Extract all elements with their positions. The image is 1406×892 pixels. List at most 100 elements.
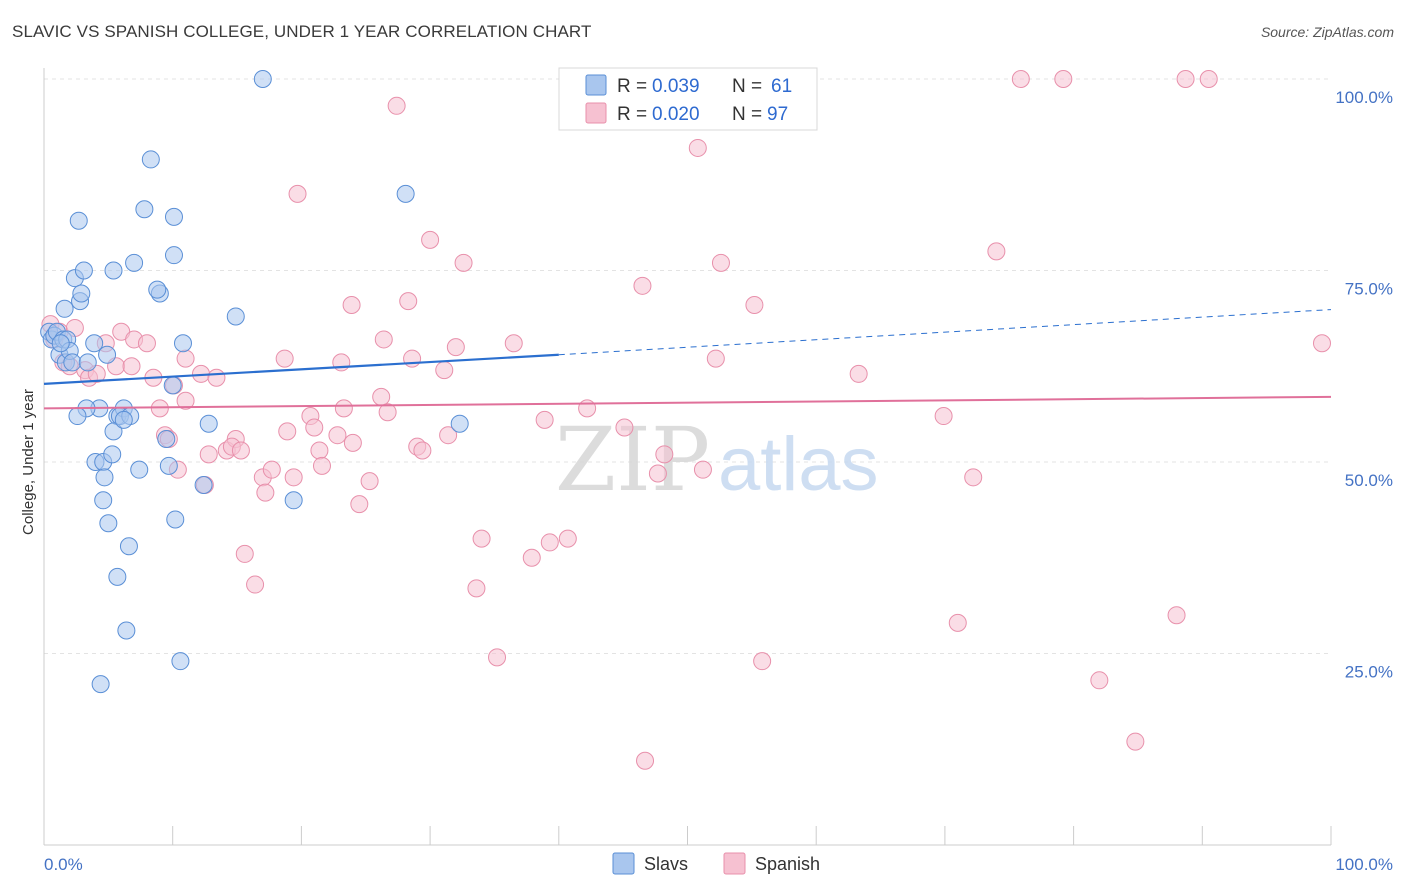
slavs-point-50 xyxy=(148,280,167,299)
spanish-point-39 xyxy=(305,418,324,437)
slavs-point-10 xyxy=(55,299,74,318)
spanish-point-54 xyxy=(403,349,422,368)
bottom-legend-spanish-swatch xyxy=(723,852,746,875)
slavs-point-37 xyxy=(141,150,160,169)
spanish-point-67 xyxy=(540,533,559,552)
slavs-point-24 xyxy=(94,491,113,510)
slavs-point-56 xyxy=(396,184,415,203)
spanish-point-84 xyxy=(948,613,967,632)
slavs-point-58 xyxy=(91,675,110,694)
spanish-point-41 xyxy=(312,456,331,475)
spanish-point-92 xyxy=(1176,70,1195,88)
spanish-point-52 xyxy=(387,96,406,115)
x-axis-ticks xyxy=(172,826,1332,845)
spanish-point-68 xyxy=(558,529,577,548)
spanish-point-64 xyxy=(488,648,507,667)
slavs-point-21 xyxy=(68,407,87,426)
slavs-point-48 xyxy=(226,307,245,326)
spanish-point-85 xyxy=(964,468,983,487)
spanish-point-74 xyxy=(648,464,667,483)
spanish-point-79 xyxy=(706,349,725,368)
spanish-point-80 xyxy=(745,295,764,314)
slavs-point-42 xyxy=(173,334,192,353)
spanish-point-47 xyxy=(350,495,369,514)
x-tick-label-0: 0.0% xyxy=(44,855,83,874)
spanish-point-71 xyxy=(615,418,634,437)
spanish-trend-line xyxy=(43,395,1332,410)
spanish-point-44 xyxy=(334,399,353,418)
legend-spanish-r-label: R = xyxy=(617,104,647,125)
series-legend: Slavs Spanish xyxy=(612,852,820,875)
slavs-point-13 xyxy=(74,261,93,280)
spanish-point-50 xyxy=(374,330,393,349)
chart-source: Source: ZipAtlas.com xyxy=(1260,24,1394,40)
slavs-points xyxy=(40,70,469,694)
bottom-legend-slavs-swatch xyxy=(612,852,635,875)
spanish-point-81 xyxy=(753,652,772,671)
spanish-point-93 xyxy=(1199,70,1218,88)
slavs-point-52 xyxy=(104,261,123,280)
watermark-zip: ZIP xyxy=(555,408,710,511)
slavs-trend-line-projection xyxy=(558,309,1332,356)
slavs-point-47 xyxy=(199,414,218,433)
slavs-point-15 xyxy=(69,211,88,230)
slavs-point-25 xyxy=(95,468,114,487)
spanish-point-88 xyxy=(1054,70,1073,88)
slavs-point-57 xyxy=(450,414,469,433)
spanish-point-35 xyxy=(278,422,297,441)
spanish-point-59 xyxy=(439,426,458,445)
bottom-legend-spanish-label: Spanish xyxy=(755,854,820,874)
x-tick-label-100: 100.0% xyxy=(1335,855,1393,874)
slavs-point-44 xyxy=(159,456,178,475)
correlation-legend: R = 0.039 N = 61 R = 0.020 N = 97 xyxy=(558,67,818,131)
slavs-point-43 xyxy=(157,430,176,449)
legend-slavs-n-label: N = xyxy=(732,76,762,97)
slavs-point-46 xyxy=(166,510,185,529)
spanish-point-87 xyxy=(1011,70,1030,88)
legend-slavs-r-value: 0.039 xyxy=(652,76,700,97)
spanish-point-94 xyxy=(1312,334,1331,353)
slavs-point-16 xyxy=(78,353,97,372)
spanish-point-63 xyxy=(467,579,486,598)
slavs-trend-line xyxy=(43,353,559,385)
slavs-point-33 xyxy=(117,621,136,640)
slavs-point-51 xyxy=(125,253,144,272)
slavs-point-39 xyxy=(164,207,183,226)
spanish-point-25 xyxy=(207,368,226,387)
legend-spanish-n-value: 97 xyxy=(767,104,788,125)
bottom-legend-slavs-label: Slavs xyxy=(644,854,688,874)
y-tick-labels: 25.0% 50.0% 75.0% 100.0% xyxy=(1335,88,1393,682)
spanish-point-48 xyxy=(360,472,379,491)
legend-slavs-r-label: R = xyxy=(617,76,647,97)
chart-title: SLAVIC VS SPANISH COLLEGE, UNDER 1 YEAR … xyxy=(12,22,592,41)
spanish-point-60 xyxy=(446,338,465,357)
legend-spanish-r-value: 0.020 xyxy=(652,104,700,125)
y-tick-label-25: 25.0% xyxy=(1345,663,1393,682)
spanish-point-89 xyxy=(1090,671,1109,690)
spanish-point-66 xyxy=(522,548,541,567)
spanish-point-65 xyxy=(504,334,523,353)
slavs-point-27 xyxy=(103,445,122,464)
spanish-point-56 xyxy=(413,441,432,460)
y-axis-label: College, Under 1 year xyxy=(20,389,37,535)
spanish-point-14 xyxy=(137,334,156,353)
spanish-point-33 xyxy=(262,460,281,479)
y-tick-label-50: 50.0% xyxy=(1345,471,1393,490)
spanish-point-96 xyxy=(231,441,250,460)
spanish-point-12 xyxy=(122,357,141,376)
slavs-point-36 xyxy=(130,460,149,479)
spanish-point-57 xyxy=(421,230,440,249)
slavs-point-54 xyxy=(171,652,190,671)
slavs-point-34 xyxy=(108,567,127,586)
spanish-point-69 xyxy=(535,410,554,429)
legend-spanish-swatch xyxy=(585,102,607,124)
spanish-point-76 xyxy=(693,460,712,479)
slavs-point-59 xyxy=(114,410,133,429)
legend-slavs-n-value: 61 xyxy=(771,76,792,97)
spanish-point-37 xyxy=(288,184,307,203)
spanish-point-77 xyxy=(688,138,707,157)
spanish-point-51 xyxy=(378,403,397,422)
spanish-point-72 xyxy=(633,276,652,295)
spanish-point-86 xyxy=(987,242,1006,261)
